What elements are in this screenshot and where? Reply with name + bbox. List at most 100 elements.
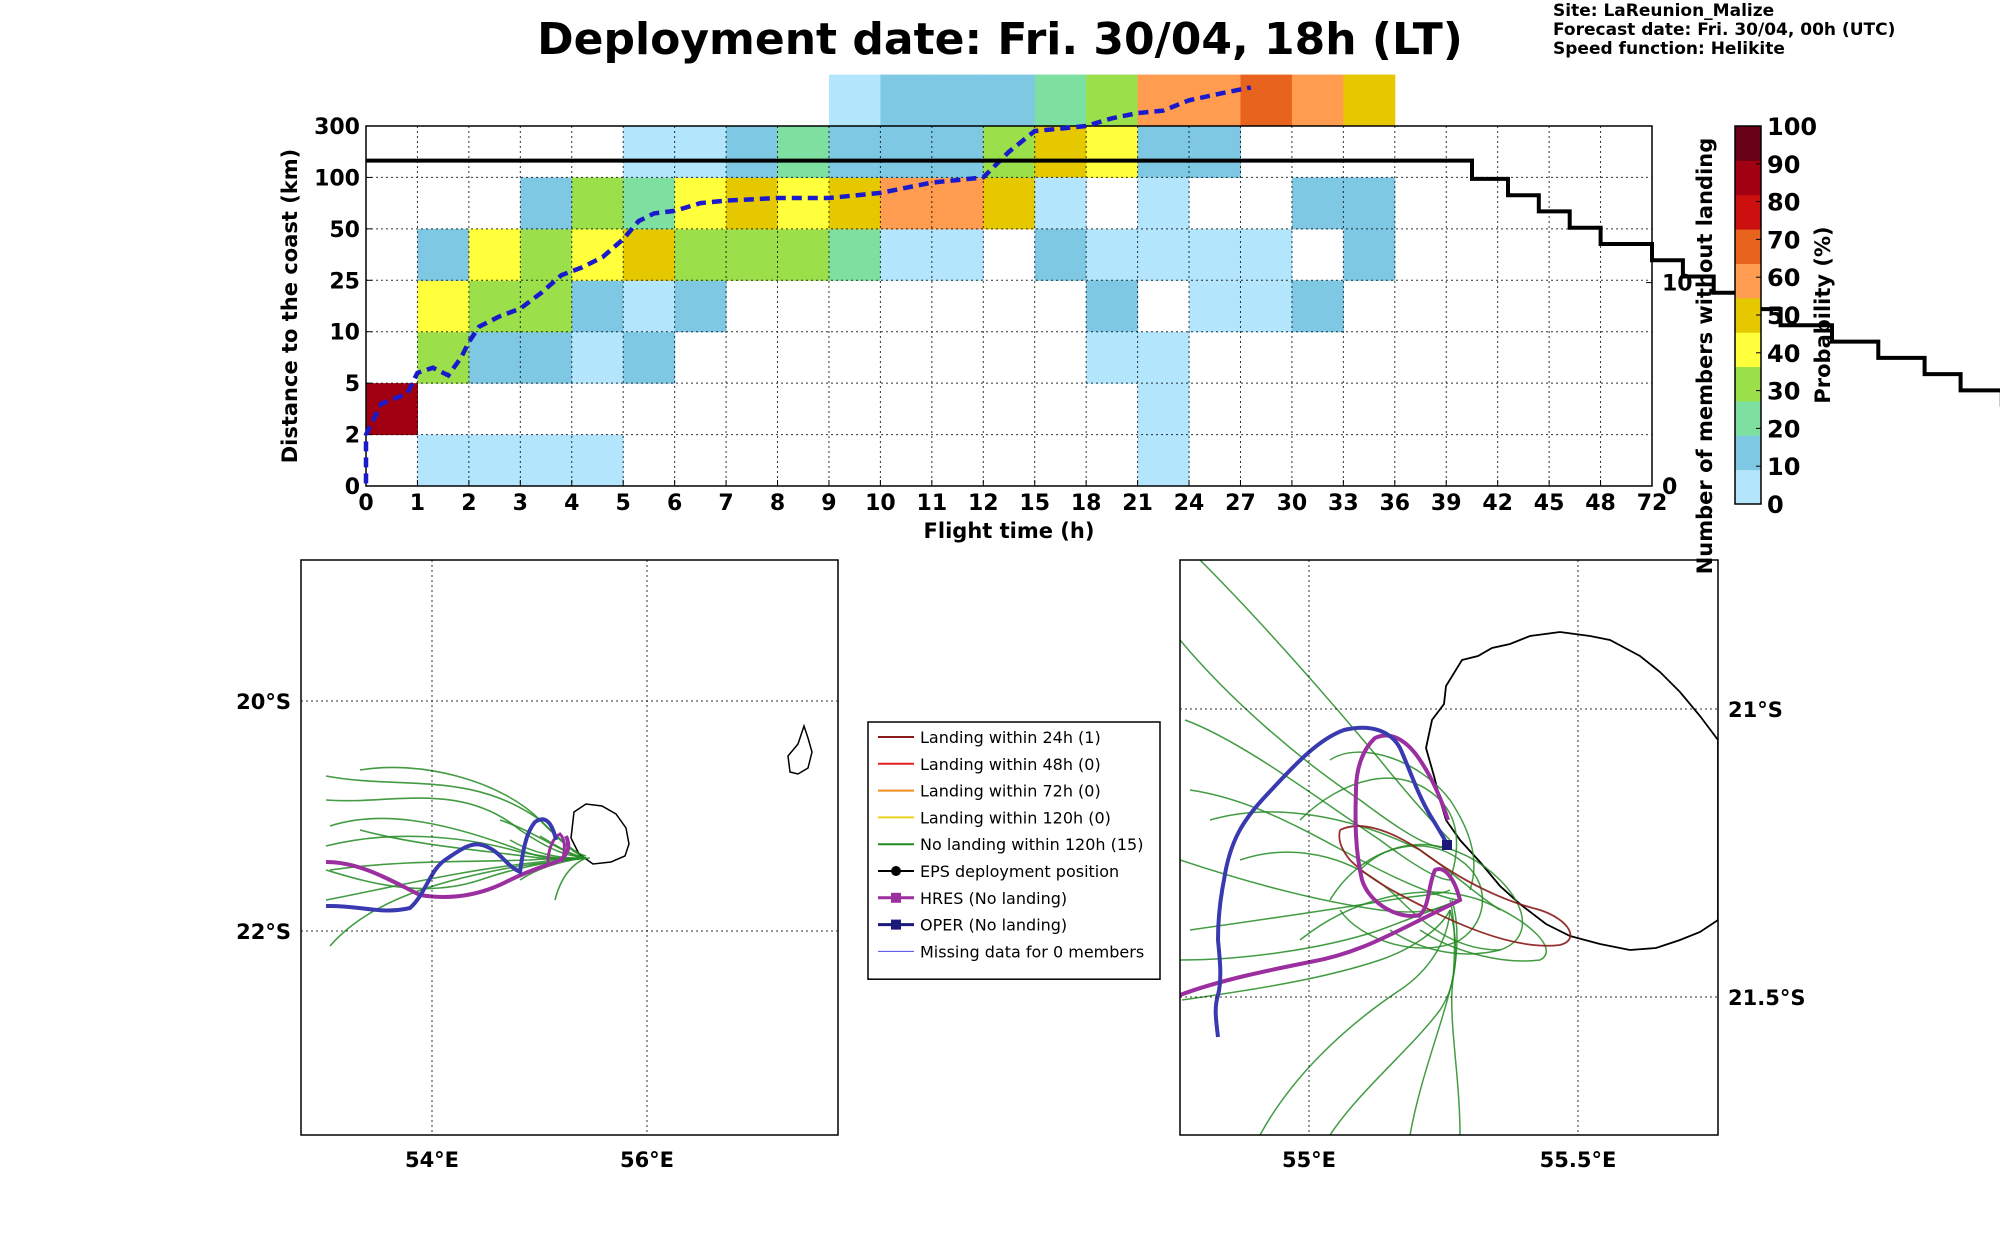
- site-label: Site: LaReunion_Malize: [1553, 1, 1775, 21]
- heatmap-cell: [726, 126, 779, 178]
- heatmap-cell: [931, 228, 984, 281]
- map-lon-label: 55°E: [1282, 1148, 1336, 1172]
- legend-label: No landing within 120h (15): [920, 835, 1143, 854]
- heatmap-cell: [1137, 383, 1190, 436]
- legend-label: OPER (No landing): [920, 916, 1067, 935]
- heatmap-cell: [1086, 331, 1139, 384]
- heatmap-cell: [828, 74, 881, 127]
- reunion-coastline: [570, 803, 630, 865]
- oper-track: [1213, 725, 1450, 1038]
- x-tick-label: 0: [358, 491, 373, 516]
- heatmap-cell: [983, 74, 1036, 127]
- map-graticule: [1180, 560, 1718, 1135]
- map-panel: 55°E 55.5°E 21°S 21.5°S: [1179, 559, 1805, 1172]
- eps-track: [1189, 889, 1451, 931]
- y2-axis-label: Number of members without landing: [1693, 138, 1717, 575]
- heatmap-cell: [674, 280, 727, 333]
- colorbar-segment: [1735, 332, 1761, 368]
- oper-deployment-marker: [1442, 840, 1452, 850]
- y-tick-label: 5: [345, 372, 360, 397]
- heatmap-cell: [520, 280, 573, 333]
- legend-frame: [867, 721, 1161, 980]
- heatmap-cell: [828, 177, 881, 230]
- colorbar-tick-label: 70: [1767, 226, 1800, 254]
- x-tick-label: 6: [667, 491, 682, 516]
- colorbar-tick-label: 80: [1767, 189, 1800, 217]
- heatmap-cell: [726, 177, 779, 230]
- colorbar-tick-label: 40: [1767, 340, 1800, 368]
- heatmap-cell: [1034, 126, 1087, 178]
- legend-item: EPS deployment position: [878, 862, 1119, 881]
- heatmap-cell: [571, 228, 624, 281]
- heatmap-cell: [1240, 74, 1293, 127]
- x-tick-label: 33: [1328, 491, 1359, 516]
- heatmap-cell: [1343, 177, 1396, 230]
- speed-label: Speed function: Helikite: [1553, 39, 1785, 59]
- y-tick-label: 0: [345, 475, 360, 500]
- legend: Landing within 24h (1) Landing within 48h…: [867, 721, 1161, 980]
- eps-track: [1259, 909, 1451, 1135]
- colorbar-segment: [1735, 194, 1761, 230]
- info-block: Site: LaReunion_Malize Forecast date: Fr…: [1553, 2, 1895, 59]
- map-panel: 54°E 56°E 20°S 22°S: [236, 559, 839, 1172]
- map-content: [325, 723, 813, 947]
- eps-track: [509, 839, 591, 860]
- heatmap-cell: [1137, 126, 1190, 178]
- y-tick-label: 100: [314, 166, 360, 191]
- heatmap-cell: [1034, 177, 1087, 230]
- heatmap-cell: [417, 331, 470, 384]
- colorbar-tick-label: 10: [1767, 453, 1800, 481]
- legend-item: Missing data for 0 members: [878, 942, 1144, 961]
- colorbar-tick-label: 100: [1767, 113, 1817, 141]
- heatmap-cell: [1343, 228, 1396, 281]
- x-tick-label: 2: [461, 491, 476, 516]
- colorbar-segment: [1735, 435, 1761, 471]
- x-tick-label: 36: [1379, 491, 1410, 516]
- colorbar-segment: [1735, 160, 1761, 196]
- eps-track: [359, 829, 587, 861]
- map-frame: [1179, 559, 1719, 1136]
- legend-item: Landing within 120h (0): [878, 808, 1111, 827]
- heatmap-cell: [1137, 74, 1190, 127]
- heatmap-cell: [1137, 434, 1190, 487]
- heatmap-cell: [880, 126, 933, 178]
- heatmap-cell: [1189, 126, 1241, 178]
- heatmap-cell: [1034, 74, 1087, 127]
- legend-marker: [891, 919, 901, 930]
- heatmap-cell: [623, 126, 676, 178]
- heatmap-cell: [571, 280, 624, 333]
- chart-title: Deployment date: Fri. 30/04, 18h (LT): [537, 14, 1463, 65]
- x-tick-label: 45: [1534, 491, 1565, 516]
- heatmap-cell: [520, 434, 573, 487]
- colorbar-tick-label: 50: [1767, 302, 1800, 330]
- map-lon-label: 55.5°E: [1540, 1148, 1617, 1172]
- y-tick-label: 50: [329, 218, 360, 243]
- colorbar-tick-label: 30: [1767, 378, 1800, 406]
- heatmap-cell: [571, 177, 624, 230]
- x-tick-label: 10: [865, 491, 896, 516]
- legend-label: Landing within 72h (0): [920, 782, 1101, 801]
- eps-track: [1181, 909, 1451, 1001]
- eps-track: [539, 835, 587, 859]
- eps-track: [1189, 789, 1461, 901]
- plot-frame: [365, 125, 1653, 487]
- x-tick-label: 15: [1019, 491, 1050, 516]
- legend-label: Landing within 120h (0): [920, 808, 1111, 827]
- heatmap-cells: [366, 74, 1396, 487]
- x-tick-label: 27: [1225, 491, 1256, 516]
- x-tick-label: 21: [1122, 491, 1153, 516]
- x-tick-label: 9: [821, 491, 836, 516]
- x-tick-label: 48: [1585, 491, 1616, 516]
- heatmap-cell: [983, 177, 1036, 230]
- legend-marker: [891, 866, 901, 876]
- eps-track: [1449, 899, 1461, 1135]
- eps-track: [1199, 560, 1451, 841]
- eps-track: [1299, 777, 1458, 881]
- y2-tick-label: 0: [1662, 475, 1677, 500]
- heatmap-cell: [623, 280, 676, 333]
- heatmap-cell: [520, 177, 573, 230]
- heatmap-cell: [468, 331, 521, 384]
- heatmap-cell: [468, 228, 521, 281]
- map-lon-label: 54°E: [405, 1148, 459, 1172]
